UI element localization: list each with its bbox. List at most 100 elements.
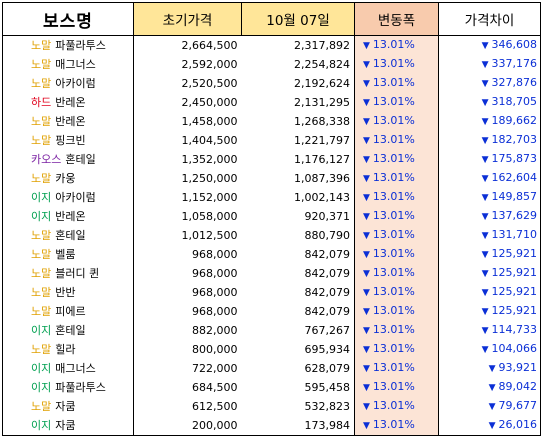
current-price-cell[interactable]: 1,221,797 <box>241 131 355 150</box>
initial-price-cell[interactable]: 968,000 <box>192 247 238 261</box>
boss-name-cell[interactable]: 이지 매그너스 <box>2 359 134 378</box>
boss-name-cell[interactable]: 이지 혼테일 <box>2 321 134 340</box>
price-diff-cell[interactable]: ▼ 125,921 <box>438 245 541 264</box>
boss-name-cell[interactable]: 노말 파풀라투스 <box>2 35 134 55</box>
boss-name-cell[interactable]: 노말 피에르 <box>2 302 134 321</box>
current-price-cell[interactable]: 1,176,127 <box>241 150 355 169</box>
current-price-cell[interactable]: 628,079 <box>241 359 355 378</box>
change-cell[interactable]: ▼ 13.01% <box>354 131 439 150</box>
boss-name-header[interactable]: 보스명 <box>2 2 134 36</box>
price-diff-cell[interactable]: ▼ 89,042 <box>438 378 541 397</box>
initial-price-cell[interactable]: 1,058,000 <box>181 209 238 223</box>
price-diff-cell[interactable]: ▼ 125,921 <box>438 264 541 283</box>
initial-price-cell[interactable]: 2,664,500 <box>181 38 238 52</box>
current-price-header[interactable]: 10월 07일 <box>241 2 355 36</box>
initial-price-cell[interactable]: 882,000 <box>192 323 238 337</box>
change-cell[interactable]: ▼ 13.01% <box>354 188 439 207</box>
change-cell[interactable]: ▼ 13.01% <box>354 302 439 321</box>
change-header[interactable]: 변동폭 <box>354 2 439 36</box>
initial-price-cell[interactable]: 1,012,500 <box>181 228 238 242</box>
initial-price-cell[interactable]: 2,592,000 <box>181 57 238 71</box>
price-diff-cell[interactable]: ▼ 175,873 <box>438 150 541 169</box>
change-cell[interactable]: ▼ 13.01% <box>354 264 439 283</box>
boss-name-cell[interactable]: 노말 아카이럼 <box>2 74 134 93</box>
boss-name-cell[interactable]: 노말 카웅 <box>2 169 134 188</box>
price-diff-cell[interactable]: ▼ 125,921 <box>438 283 541 302</box>
current-price-cell[interactable]: 767,267 <box>241 321 355 340</box>
change-cell[interactable]: ▼ 13.01% <box>354 150 439 169</box>
change-cell[interactable]: ▼ 13.01% <box>354 283 439 302</box>
boss-name-cell[interactable]: 노말 혼테일 <box>2 226 134 245</box>
change-cell[interactable]: ▼ 13.01% <box>354 169 439 188</box>
change-cell[interactable]: ▼ 13.01% <box>354 74 439 93</box>
change-cell[interactable]: ▼ 13.01% <box>354 112 439 131</box>
initial-price-cell[interactable]: 1,152,000 <box>181 190 238 204</box>
current-price-cell[interactable]: 695,934 <box>241 340 355 359</box>
initial-price-cell[interactable]: 2,450,000 <box>181 95 238 109</box>
change-cell[interactable]: ▼ 13.01% <box>354 378 439 397</box>
current-price-cell[interactable]: 842,079 <box>241 302 355 321</box>
boss-name-cell[interactable]: 노말 힐라 <box>2 340 134 359</box>
current-price-cell[interactable]: 880,790 <box>241 226 355 245</box>
current-price-cell[interactable]: 1,002,143 <box>241 188 355 207</box>
change-cell[interactable]: ▼ 13.01% <box>354 226 439 245</box>
price-diff-cell[interactable]: ▼ 79,677 <box>438 397 541 416</box>
current-price-cell[interactable]: 2,192,624 <box>241 74 355 93</box>
initial-price-cell[interactable]: 1,352,000 <box>181 152 238 166</box>
initial-price-cell[interactable]: 800,000 <box>192 342 238 356</box>
change-cell[interactable]: ▼ 13.01% <box>354 93 439 112</box>
current-price-cell[interactable]: 2,254,824 <box>241 55 355 74</box>
initial-price-cell[interactable]: 968,000 <box>192 304 238 318</box>
boss-name-cell[interactable]: 이지 아카이럼 <box>2 188 134 207</box>
change-cell[interactable]: ▼ 13.01% <box>354 340 439 359</box>
price-diff-cell[interactable]: ▼ 131,710 <box>438 226 541 245</box>
price-diff-cell[interactable]: ▼ 137,629 <box>438 207 541 226</box>
price-diff-cell[interactable]: ▼ 189,662 <box>438 112 541 131</box>
price-diff-cell[interactable]: ▼ 346,608 <box>438 35 541 55</box>
change-cell[interactable]: ▼ 13.01% <box>354 359 439 378</box>
initial-price-cell[interactable]: 968,000 <box>192 266 238 280</box>
initial-price-cell[interactable]: 684,500 <box>192 380 238 394</box>
price-diff-cell[interactable]: ▼ 327,876 <box>438 74 541 93</box>
price-diff-cell[interactable]: ▼ 162,604 <box>438 169 541 188</box>
price-diff-cell[interactable]: ▼ 149,857 <box>438 188 541 207</box>
current-price-cell[interactable]: 842,079 <box>241 283 355 302</box>
change-cell[interactable]: ▼ 13.01% <box>354 207 439 226</box>
boss-name-cell[interactable]: 노말 반반 <box>2 283 134 302</box>
current-price-cell[interactable]: 1,087,396 <box>241 169 355 188</box>
boss-name-cell[interactable]: 하드 반레온 <box>2 93 134 112</box>
boss-name-cell[interactable]: 카오스 혼테일 <box>2 150 134 169</box>
current-price-cell[interactable]: 595,458 <box>241 378 355 397</box>
change-cell[interactable]: ▼ 13.01% <box>354 321 439 340</box>
current-price-cell[interactable]: 532,823 <box>241 397 355 416</box>
boss-name-cell[interactable]: 노말 핑크빈 <box>2 131 134 150</box>
initial-price-cell[interactable]: 2,520,500 <box>181 76 238 90</box>
initial-price-cell[interactable]: 968,000 <box>192 285 238 299</box>
boss-name-cell[interactable]: 노말 반레온 <box>2 112 134 131</box>
price-diff-cell[interactable]: ▼ 337,176 <box>438 55 541 74</box>
current-price-cell[interactable]: 920,371 <box>241 207 355 226</box>
change-cell[interactable]: ▼ 13.01% <box>354 416 439 436</box>
boss-name-cell[interactable]: 노말 블러디 퀸 <box>2 264 134 283</box>
price-diff-cell[interactable]: ▼ 182,703 <box>438 131 541 150</box>
boss-name-cell[interactable]: 노말 매그너스 <box>2 55 134 74</box>
current-price-cell[interactable]: 842,079 <box>241 264 355 283</box>
initial-price-cell[interactable]: 612,500 <box>192 399 238 413</box>
change-cell[interactable]: ▼ 13.01% <box>354 55 439 74</box>
boss-name-cell[interactable]: 노말 벨룸 <box>2 245 134 264</box>
boss-name-cell[interactable]: 노말 자쿰 <box>2 397 134 416</box>
current-price-cell[interactable]: 2,131,295 <box>241 93 355 112</box>
change-cell[interactable]: ▼ 13.01% <box>354 245 439 264</box>
change-cell[interactable]: ▼ 13.01% <box>354 35 439 55</box>
initial-price-cell[interactable]: 1,458,000 <box>181 114 238 128</box>
initial-price-header[interactable]: 초기가격 <box>133 2 242 36</box>
initial-price-cell[interactable]: 722,000 <box>192 361 238 375</box>
current-price-cell[interactable]: 2,317,892 <box>241 35 355 55</box>
price-diff-cell[interactable]: ▼ 104,066 <box>438 340 541 359</box>
price-diff-cell[interactable]: ▼ 114,733 <box>438 321 541 340</box>
initial-price-cell[interactable]: 1,250,000 <box>181 171 238 185</box>
price-diff-cell[interactable]: ▼ 125,921 <box>438 302 541 321</box>
price-diff-cell[interactable]: ▼ 93,921 <box>438 359 541 378</box>
boss-name-cell[interactable]: 이지 파풀라투스 <box>2 378 134 397</box>
price-diff-cell[interactable]: ▼ 318,705 <box>438 93 541 112</box>
